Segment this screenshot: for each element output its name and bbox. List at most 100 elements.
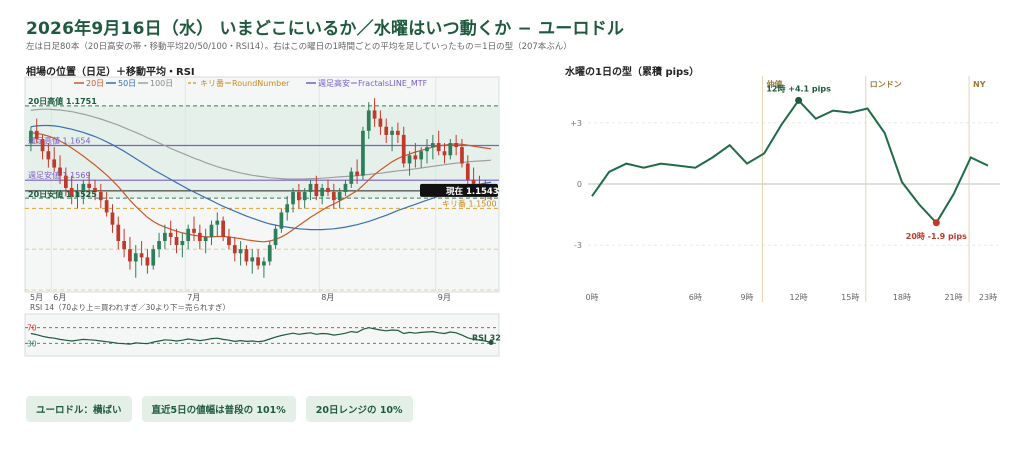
candle bbox=[29, 130, 33, 144]
candle bbox=[98, 192, 103, 201]
candle bbox=[104, 200, 109, 213]
candle bbox=[448, 143, 453, 156]
candle bbox=[250, 257, 255, 262]
candle bbox=[378, 118, 383, 127]
left-section-title: 相場の位置（日足）＋移動平均・RSI bbox=[26, 67, 195, 78]
profile-line bbox=[591, 98, 989, 225]
legend-ma20: 20日 bbox=[86, 79, 104, 88]
session-label: ロンドン bbox=[870, 80, 902, 89]
candle bbox=[52, 159, 57, 168]
candle bbox=[314, 183, 319, 197]
candle bbox=[349, 171, 354, 184]
profile-xtick: 6時 bbox=[689, 293, 702, 302]
profile-xtick: 21時 bbox=[944, 293, 962, 302]
profile-xtick: 15時 bbox=[841, 293, 859, 302]
candle bbox=[221, 220, 226, 237]
profile-xtick: 18時 bbox=[893, 293, 911, 302]
candle bbox=[133, 253, 138, 262]
page-title: 2026年9月16日（水） いまどこにいるか／水曜はいつ動くか − ユーロドル bbox=[26, 19, 625, 39]
weekly-low-label: 週足安値 1.1569 bbox=[28, 170, 91, 180]
candle bbox=[465, 163, 470, 180]
month-label: 8月 bbox=[321, 293, 334, 302]
candle bbox=[413, 155, 418, 160]
session-label: 仲値 bbox=[766, 79, 782, 89]
candle bbox=[93, 187, 97, 193]
candle bbox=[168, 232, 173, 237]
rsi-70-label: 70 bbox=[27, 324, 37, 333]
candle bbox=[232, 245, 237, 254]
rsi-line bbox=[30, 327, 492, 345]
candle bbox=[238, 249, 243, 254]
volatility-badge: 直近5日の値幅は普段の 101% bbox=[141, 396, 296, 422]
candle bbox=[442, 151, 447, 156]
candle bbox=[203, 236, 208, 242]
candle bbox=[244, 249, 249, 262]
candle bbox=[151, 249, 156, 266]
candle bbox=[419, 151, 424, 160]
rsi-30-label: 30 bbox=[27, 339, 37, 348]
page-subtitle: 左は日足80本（20日高安の帯・移動平均20/50/100・RSI14）。右はこ… bbox=[26, 42, 572, 52]
candle bbox=[384, 126, 389, 135]
month-label: 7月 bbox=[187, 293, 200, 302]
candle bbox=[407, 155, 412, 164]
candle bbox=[58, 167, 62, 176]
candle bbox=[401, 134, 406, 164]
current-price-box bbox=[420, 183, 498, 197]
candle bbox=[436, 143, 441, 152]
candle bbox=[197, 232, 202, 242]
range-position-badge: 20日レンジの 10% bbox=[305, 396, 413, 422]
candle bbox=[145, 257, 150, 266]
candle bbox=[326, 187, 330, 193]
profile-annotation-label: 20時 -1.9 pips bbox=[906, 231, 967, 241]
profile-xtick: 0時 bbox=[585, 293, 598, 302]
candle bbox=[267, 245, 272, 262]
candle bbox=[122, 241, 126, 250]
ma50-line bbox=[30, 124, 492, 231]
round-number-label: キリ番 1.1500 bbox=[442, 198, 497, 208]
rsi-last-point bbox=[488, 340, 494, 346]
rsi-plot-area bbox=[24, 313, 500, 357]
candle bbox=[186, 228, 191, 242]
rsi-last-label: RSI 32 bbox=[472, 334, 501, 343]
month-label: 5月 bbox=[30, 293, 43, 302]
low20-label: 20日安値 1.1525 bbox=[28, 189, 97, 199]
candle bbox=[471, 179, 476, 184]
candle bbox=[163, 232, 167, 242]
candle bbox=[75, 192, 80, 197]
month-label: 6月 bbox=[53, 293, 66, 302]
profile-xtick: 12時 bbox=[790, 293, 808, 302]
legend-fractal: 週足高安＝FractalsLINE_MTF bbox=[318, 78, 428, 88]
candle bbox=[320, 187, 325, 197]
summary-badges: ユーロドル：横ばい 直近5日の値幅は普段の 101% 20日レンジの 10% bbox=[26, 396, 413, 422]
candle bbox=[390, 130, 394, 135]
candle bbox=[63, 175, 68, 188]
candle bbox=[192, 228, 196, 233]
candle bbox=[279, 212, 284, 229]
month-label: 9月 bbox=[438, 293, 451, 302]
candle bbox=[430, 143, 435, 148]
candle bbox=[337, 192, 342, 201]
candle bbox=[454, 143, 459, 148]
candle bbox=[308, 183, 313, 193]
high20-label: 20日高値 1.1751 bbox=[28, 96, 97, 106]
candle bbox=[110, 212, 115, 225]
session-label: NY bbox=[973, 80, 986, 89]
candle bbox=[139, 253, 144, 258]
profile-annotation-label: 12時 +4.1 pips bbox=[766, 83, 831, 93]
rsi-chart: RSI 14（70より上＝買われすぎ／30より下＝売られすぎ） 70 30 RS… bbox=[24, 302, 501, 357]
rsi-caption: RSI 14（70より上＝買われすぎ／30より下＝売られすぎ） bbox=[30, 302, 230, 312]
candle bbox=[69, 187, 74, 197]
candle bbox=[87, 183, 92, 188]
weekly-high-label: 週足高値 1.1654 bbox=[28, 136, 91, 146]
candle bbox=[361, 130, 365, 176]
profile-annotation-point bbox=[932, 219, 940, 227]
candle bbox=[46, 151, 51, 160]
candle bbox=[366, 110, 371, 131]
price-chart: 20日 50日 100日 キリ番＝RoundNumber 週足高安＝Fracta… bbox=[24, 76, 500, 302]
legend-ma50: 50日 bbox=[118, 79, 136, 88]
candle bbox=[40, 138, 45, 152]
legend-round: キリ番＝RoundNumber bbox=[200, 78, 290, 88]
candle bbox=[425, 147, 429, 152]
candle bbox=[460, 147, 464, 164]
candle bbox=[302, 192, 307, 201]
